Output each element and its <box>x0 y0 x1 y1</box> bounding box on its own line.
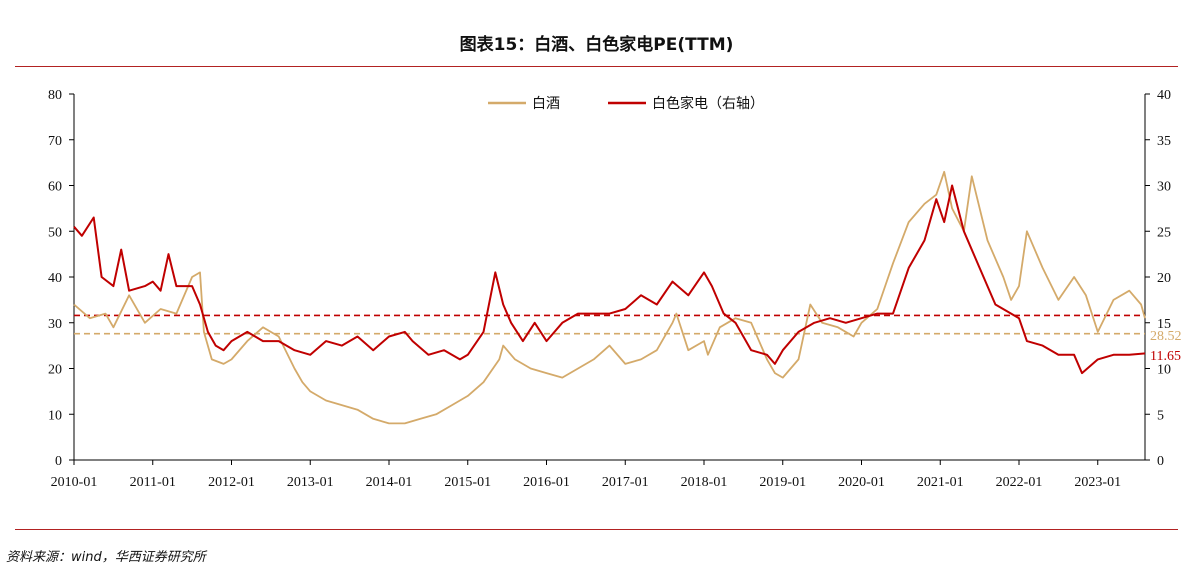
chart-axes: 0 10 20 30 40 50 60 70 80 0 5 10 15 20 25 30 35 40 2010-01… <box>48 88 1171 490</box>
y-left-tick-label: 60 <box>48 180 62 195</box>
series-lines <box>73 170 1146 425</box>
top-divider <box>15 66 1178 67</box>
y-left-tick-label: 80 <box>48 88 62 103</box>
y-right-tick-label: 40 <box>1157 88 1171 103</box>
x-tick-label: 2014-01 <box>366 475 413 490</box>
end-value-label: 11.65 <box>1150 349 1181 364</box>
y-left-tick-label: 70 <box>48 134 62 149</box>
legend: 白酒 白色家电（右轴） <box>488 95 764 112</box>
x-tick-label: 2020-01 <box>838 475 885 490</box>
y-right-tick-label: 15 <box>1157 317 1171 332</box>
y-right-tick-label: 10 <box>1157 363 1171 378</box>
x-tick-label: 2018-01 <box>681 475 728 490</box>
x-tick-label: 2022-01 <box>996 475 1043 490</box>
y-left-tick-label: 40 <box>48 271 62 286</box>
y-right-tick-label: 0 <box>1157 454 1164 469</box>
source-note: 资料来源：wind，华西证券研究所 <box>6 550 206 565</box>
x-tick-label: 2013-01 <box>287 475 334 490</box>
x-tick-label: 2016-01 <box>523 475 570 490</box>
y-right-tick-label: 35 <box>1157 134 1171 149</box>
y-left-tick-label: 50 <box>48 225 62 240</box>
series-line <box>73 170 1146 425</box>
y-left-tick-label: 30 <box>48 317 62 332</box>
x-tick-label: 2015-01 <box>444 475 491 490</box>
x-tick-label: 2023-01 <box>1074 475 1121 490</box>
page-title: 图表15：白酒、白色家电PE(TTM) <box>459 35 734 55</box>
x-tick-label: 2017-01 <box>602 475 649 490</box>
y-right-tick-label: 25 <box>1157 225 1171 240</box>
y-right-tick-label: 30 <box>1157 180 1171 195</box>
x-tick-label: 2010-01 <box>51 475 98 490</box>
reference-lines <box>74 314 1145 335</box>
pe-line-chart: 0 10 20 30 40 50 60 70 80 0 5 10 15 20 25 30 35 40 2010-01… <box>48 88 1182 490</box>
bottom-divider <box>15 529 1178 530</box>
y-right-tick-label: 5 <box>1157 408 1164 423</box>
y-right-tick-label: 20 <box>1157 271 1171 286</box>
series-line <box>73 184 1146 375</box>
end-labels: 28.52 11.65 <box>1150 329 1182 364</box>
end-value-label: 28.52 <box>1150 329 1182 344</box>
y-left-tick-label: 20 <box>48 363 62 378</box>
y-left-tick-label: 0 <box>55 454 62 469</box>
legend-label: 白酒 <box>532 96 560 112</box>
x-tick-label: 2019-01 <box>759 475 806 490</box>
x-tick-label: 2011-01 <box>130 475 176 490</box>
x-tick-label: 2021-01 <box>917 475 964 490</box>
y-left-tick-label: 10 <box>48 408 62 423</box>
legend-label: 白色家电（右轴） <box>652 95 764 112</box>
x-tick-label: 2012-01 <box>208 475 255 490</box>
